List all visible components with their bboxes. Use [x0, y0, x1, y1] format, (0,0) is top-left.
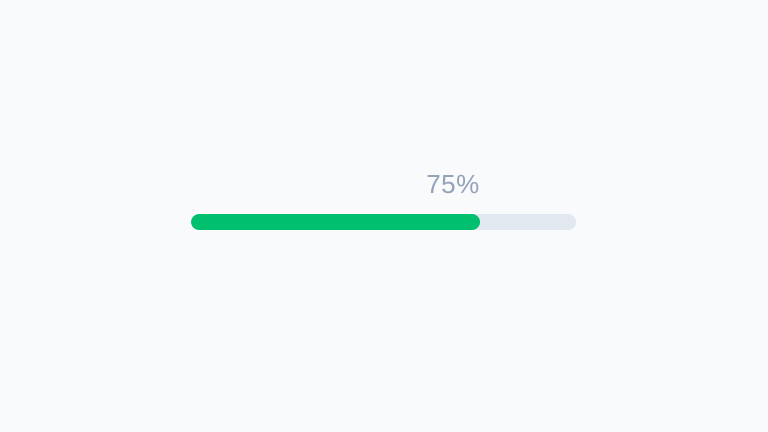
progress-label: 75% — [426, 169, 480, 199]
progress-label-row: 75% — [191, 168, 576, 200]
progress-track — [191, 214, 576, 230]
progress-fill — [191, 214, 480, 230]
progress-widget: 75% — [191, 168, 576, 230]
